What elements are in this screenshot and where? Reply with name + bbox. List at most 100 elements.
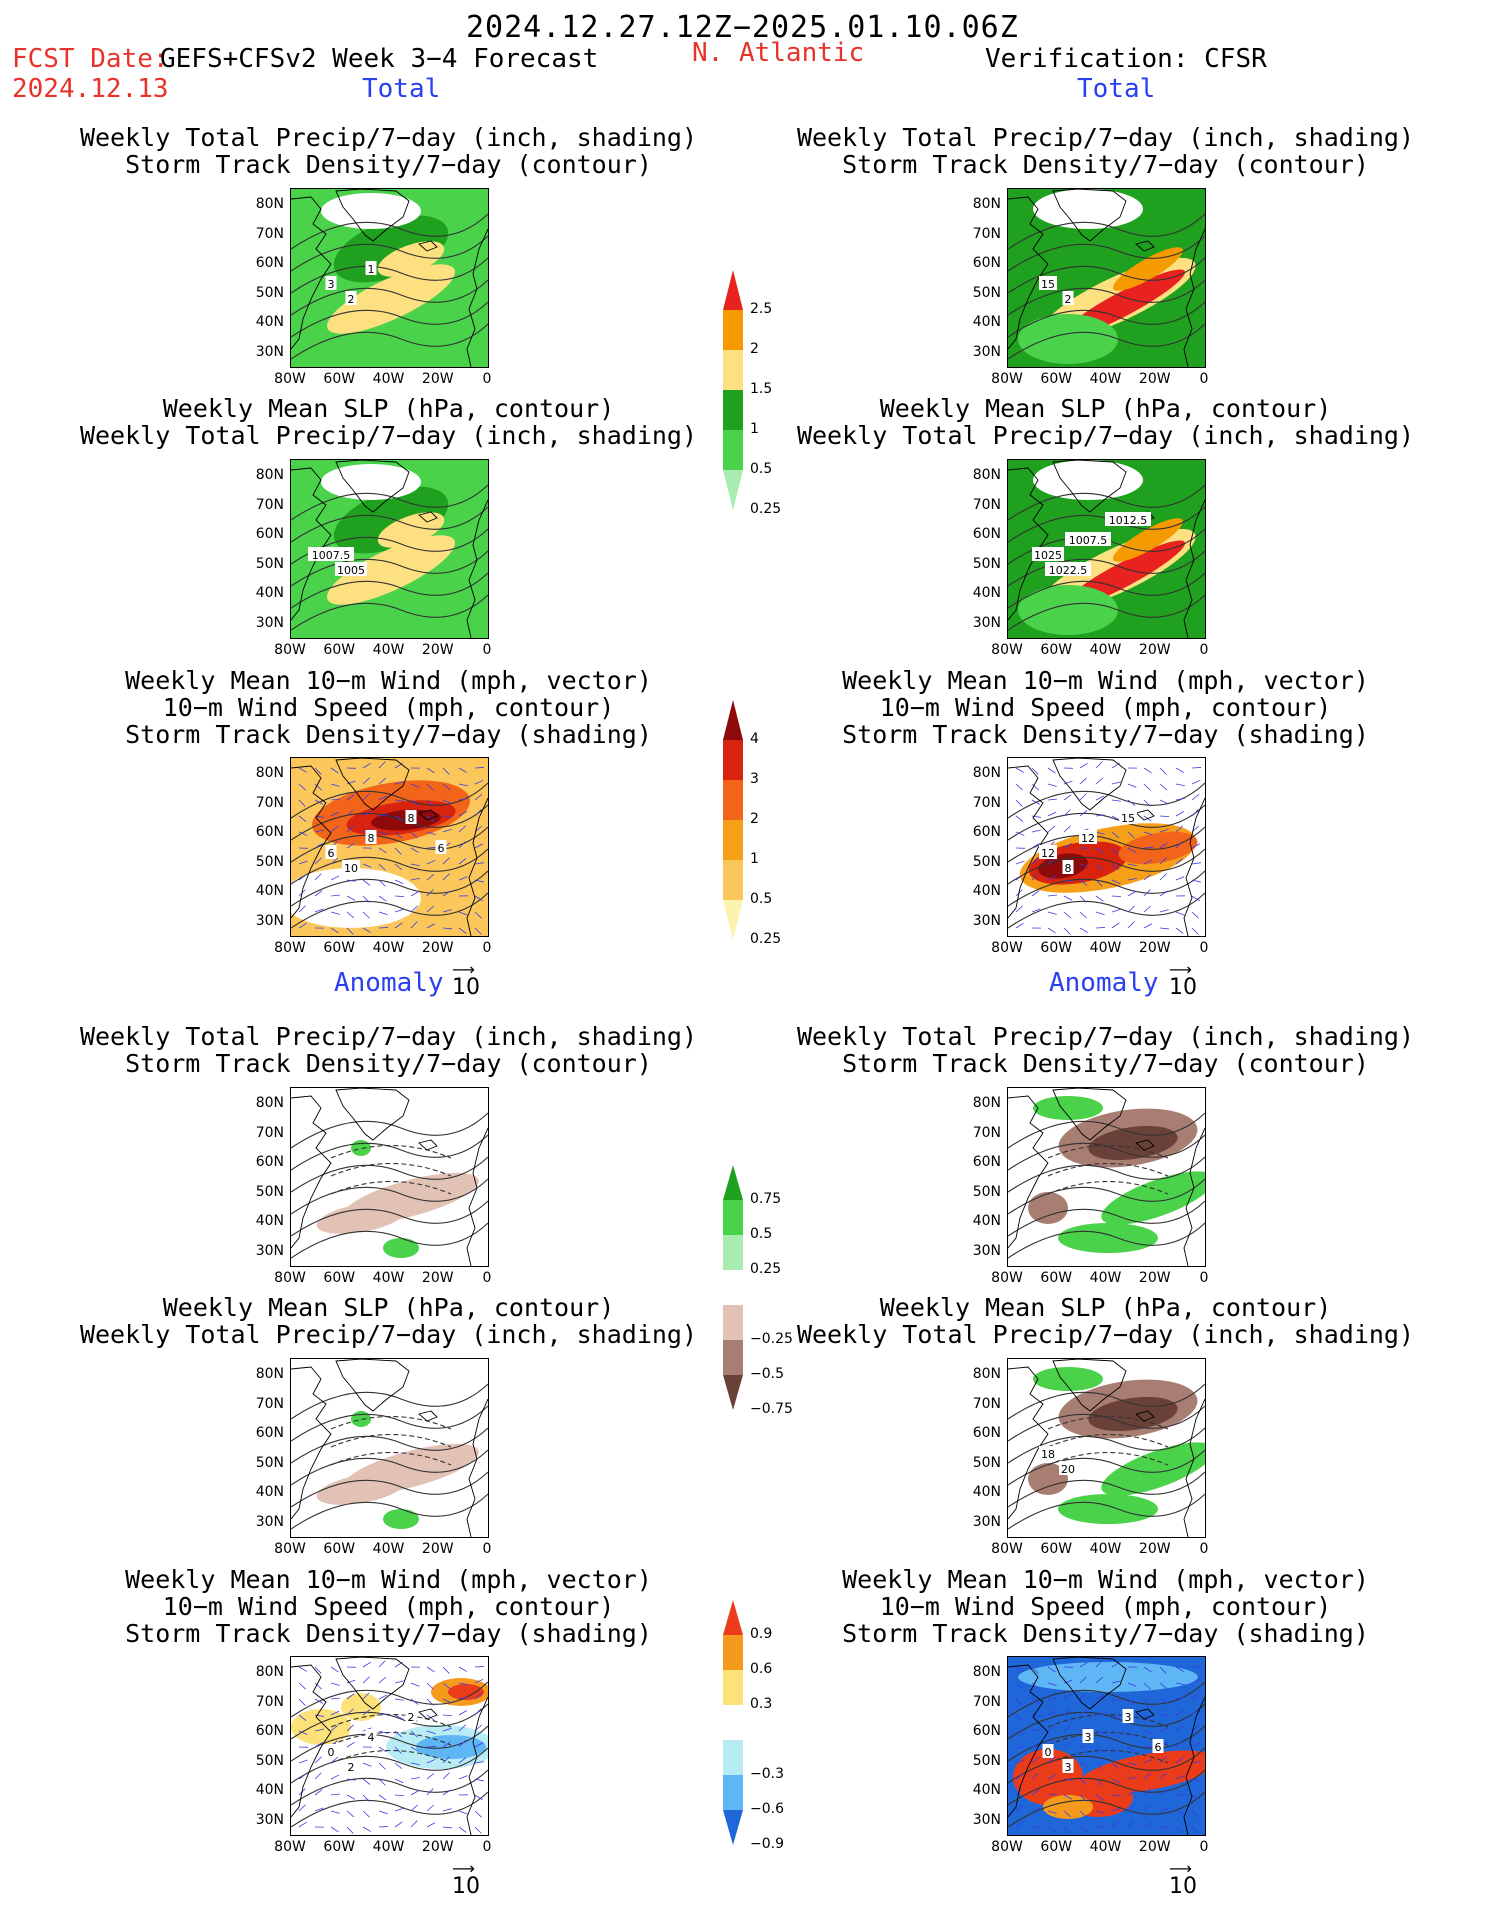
- contour-line: [1008, 848, 1205, 885]
- vector-scale: ⟶ 10: [452, 962, 480, 1001]
- panel-title: Weekly Total Precip/7−day (inch, shading…: [29, 1023, 749, 1077]
- greenland-coastline: [1052, 1088, 1127, 1141]
- greenland-dry-region: [321, 193, 421, 229]
- wind-vectors: [1015, 761, 1202, 935]
- lat-tick-label: 40N: [255, 1213, 284, 1229]
- lat-tick-label: 50N: [255, 1752, 284, 1769]
- lat-tick-label: 70N: [972, 1693, 1001, 1710]
- contour-label: 6: [435, 840, 447, 855]
- precip-moderate-region: [326, 264, 456, 334]
- lat-tick-label: 80N: [255, 765, 284, 781]
- contour-line: [291, 848, 488, 885]
- contour-line: [291, 1112, 488, 1149]
- svg-text:6: 6: [1155, 1741, 1162, 1754]
- colorbar-tick-label: 2: [750, 811, 759, 827]
- lon-tick-label: 0: [482, 642, 492, 658]
- contour-line: [1008, 1703, 1205, 1740]
- colorbar-segment: [723, 1705, 743, 1740]
- lat-tick-label: 60N: [255, 1723, 284, 1739]
- svg-text:1: 1: [368, 263, 375, 276]
- europe-africa-coastline: [466, 1127, 488, 1266]
- panel-title-line: Weekly Total Precip/7−day (inch, shading…: [79, 1320, 698, 1349]
- contour-label: 1: [365, 261, 377, 276]
- contour-line: [1008, 782, 1205, 819]
- iceland-coastline: [418, 1139, 438, 1151]
- europe-africa-coastline: [466, 797, 488, 936]
- lon-tick-label: 20W: [1138, 371, 1171, 387]
- vector-scale-value: 10: [1169, 975, 1197, 1000]
- contour-label: 3: [1082, 1729, 1094, 1744]
- panel-title-line: 10−m Wind Speed (mph, contour): [879, 693, 1332, 722]
- colorbar-tick-label: −0.75: [750, 1401, 793, 1417]
- colorbar-tick-label: 4: [750, 731, 759, 747]
- svg-text:3: 3: [328, 278, 335, 291]
- colorbar-tick-label: 0.5: [750, 461, 773, 477]
- contour-line: [291, 301, 488, 338]
- panel-title: Weekly Total Precip/7−day (inch, shading…: [746, 1023, 1466, 1077]
- precip-anomaly-colorbar: [723, 1165, 743, 1410]
- vector-scale: ⟶ 10: [1169, 1861, 1197, 1900]
- lat-tick-label: 70N: [255, 1693, 284, 1710]
- colorbar-tick-label: −0.5: [750, 1366, 784, 1382]
- colorbar-tick-label: 2: [750, 341, 759, 357]
- contour-label: 3: [325, 276, 337, 291]
- lon-tick-label: 60W: [323, 1839, 356, 1855]
- panel-title: Weekly Mean 10−m Wind (mph, vector) 10−m …: [29, 667, 749, 748]
- lat-tick-label: 30N: [972, 1242, 1001, 1259]
- svg-text:12: 12: [1041, 847, 1055, 860]
- wet-anomaly-region: [1101, 1171, 1205, 1225]
- contour-label: 2: [405, 1709, 417, 1724]
- contour-line: [1008, 323, 1205, 360]
- precip-light-region: [1018, 314, 1118, 364]
- panel-title: Weekly Mean SLP (hPa, contour) Weekly Tot…: [746, 395, 1466, 449]
- region-label: N. Atlantic: [692, 38, 865, 68]
- svg-text:3: 3: [1125, 1711, 1132, 1724]
- svg-text:4: 4: [368, 1731, 375, 1744]
- north-america-coastline: [291, 765, 332, 919]
- lat-tick-label: 60N: [255, 255, 284, 271]
- contour-line: [291, 1405, 488, 1442]
- lon-tick-label: 40W: [372, 642, 405, 658]
- lon-tick-label: 0: [1199, 1270, 1209, 1286]
- contour-line: [1008, 1493, 1205, 1530]
- anomaly-label-right: Anomaly: [1049, 968, 1159, 998]
- panel-title: Weekly Mean 10−m Wind (mph, vector) 10−m …: [29, 1566, 749, 1647]
- europe-africa-coastline: [466, 1398, 488, 1537]
- greenland-dry-region: [321, 464, 421, 500]
- wet-anomaly-region: [383, 1509, 419, 1529]
- vector-scale: ⟶ 10: [452, 1861, 480, 1900]
- contour-label: 2: [1062, 291, 1074, 306]
- lat-tick-label: 60N: [972, 526, 1001, 542]
- contour-line: [291, 1493, 488, 1530]
- positive-anomaly-region: [291, 1709, 351, 1745]
- map-canvas: [291, 1088, 488, 1266]
- lat-tick-label: 30N: [972, 614, 1001, 631]
- contour-line: [291, 782, 488, 819]
- lat-tick-label: 80N: [972, 1664, 1001, 1680]
- greenland-coastline: [335, 460, 410, 513]
- iceland-coastline: [1135, 1410, 1155, 1422]
- panel-title-line: Storm Track Density/7−day (shading): [125, 720, 652, 749]
- lat-tick-label: 40N: [972, 585, 1001, 601]
- lon-tick-label: 80W: [274, 1541, 306, 1557]
- vector-scale-arrow-icon: ⟶: [1169, 960, 1192, 979]
- lon-tick-label: 60W: [323, 642, 356, 658]
- lon-tick-label: 20W: [421, 371, 454, 387]
- contour-line: [291, 1681, 488, 1718]
- wet-anomaly-region: [1101, 1442, 1205, 1496]
- contour-line: [1008, 870, 1205, 907]
- colorbar-tick-label: 1.5: [750, 381, 773, 397]
- north-america-coastline: [291, 1095, 332, 1249]
- contour-label: 1022.5: [1045, 562, 1091, 577]
- greenland-coastline: [1052, 460, 1127, 513]
- europe-africa-coastline: [466, 499, 488, 638]
- colorbar-segment: [723, 820, 743, 860]
- contour-label: 15: [1119, 810, 1137, 825]
- colorbar-segment: [723, 310, 743, 350]
- svg-text:8: 8: [368, 832, 375, 845]
- greenland-coastline: [1052, 1359, 1127, 1412]
- lat-tick-label: 50N: [972, 1183, 1001, 1200]
- lat-tick-label: 70N: [255, 794, 284, 811]
- dry-anomaly-region: [1088, 1125, 1178, 1161]
